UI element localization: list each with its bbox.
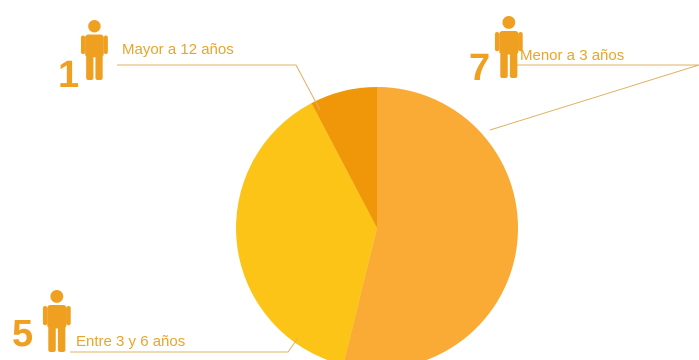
callout-2: 1 Mayor a 12 años (58, 41, 321, 111)
pie-slice-2 (311, 87, 377, 228)
person-icon-2 (80, 20, 108, 80)
leader-line-1 (70, 337, 299, 353)
slice-count-2: 1 (58, 54, 79, 96)
callout-1: 5 Entre 3 y 6 años (12, 313, 299, 355)
slice-count-1: 5 (12, 313, 33, 355)
pie-slice-1 (236, 103, 377, 360)
pie-slices (236, 87, 518, 360)
slice-label-2: Mayor a 12 años (122, 41, 234, 58)
slice-label-0: Menor a 3 años (520, 47, 624, 64)
leader-line-0 (489, 64, 699, 131)
leader-line-2 (117, 64, 321, 111)
person-icon-0 (494, 16, 523, 78)
slice-count-0: 7 (469, 47, 490, 89)
slice-label-1: Entre 3 y 6 años (76, 333, 185, 350)
callout-0: 7 Menor a 3 años (469, 47, 699, 131)
pie-slice-0 (344, 87, 518, 360)
person-icon-1 (42, 290, 71, 352)
